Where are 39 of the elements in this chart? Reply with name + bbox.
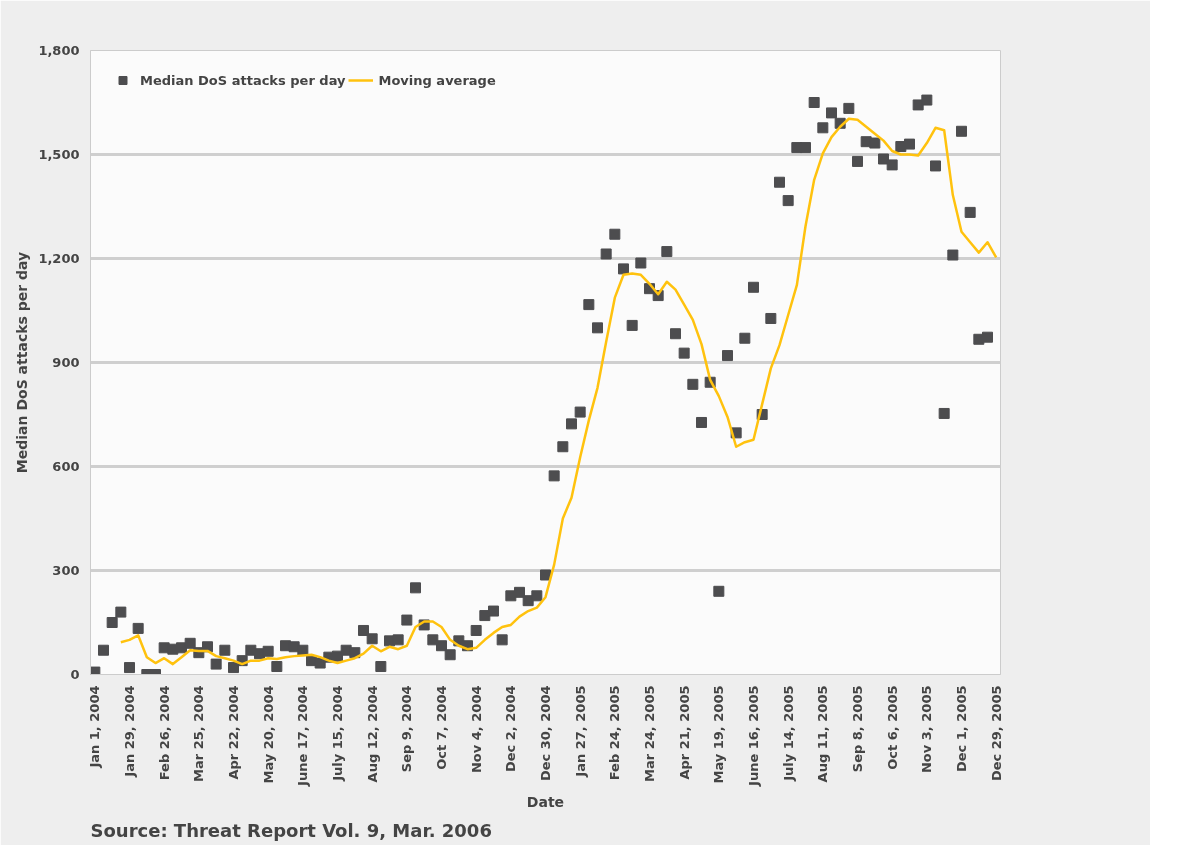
x-tick-label: Oct 6, 2005 bbox=[884, 685, 900, 770]
x-tick-label: July 14, 2005 bbox=[780, 685, 796, 782]
y-tick-label: 900 bbox=[52, 355, 80, 370]
source-note: Source: Threat Report Vol. 9, Mar. 2006 bbox=[90, 819, 492, 841]
y-tick-label: 0 bbox=[70, 667, 80, 682]
x-tick-label: Mar 25, 2004 bbox=[191, 685, 207, 782]
y-tick-label: 1,200 bbox=[38, 251, 80, 266]
x-tick-label: May 19, 2005 bbox=[711, 685, 727, 784]
x-tick-label: July 15, 2004 bbox=[330, 685, 345, 782]
x-tick-label: Feb 26, 2004 bbox=[156, 685, 172, 781]
legend-label: Median DoS attacks per day bbox=[140, 72, 346, 88]
x-tick-label: Nov 4, 2004 bbox=[468, 685, 484, 773]
y-axis-title: Median DoS attacks per day bbox=[14, 251, 31, 474]
x-tick-label: Sep 9, 2004 bbox=[399, 685, 415, 773]
x-tick-label: Oct 7, 2004 bbox=[434, 685, 449, 770]
x-tick-label: Dec 1, 2005 bbox=[954, 685, 969, 773]
x-tick-label: Dec 30, 2004 bbox=[538, 685, 553, 782]
x-tick-label: Jan 1, 2004 bbox=[87, 685, 103, 769]
x-tick-label: Feb 24, 2005 bbox=[607, 685, 623, 781]
x-tick-label: Aug 11, 2005 bbox=[815, 685, 831, 783]
x-tick-label: Sep 8, 2005 bbox=[850, 685, 865, 773]
x-tick-label: May 20, 2004 bbox=[260, 685, 276, 784]
x-tick-label: Aug 12, 2004 bbox=[364, 685, 380, 783]
x-tick-label: Nov 3, 2005 bbox=[919, 685, 935, 773]
y-tick-label: 1,500 bbox=[38, 147, 80, 162]
legend-label: Moving average bbox=[378, 72, 496, 88]
x-tick-label: Apr 21, 2005 bbox=[676, 685, 692, 780]
y-tick-label: 300 bbox=[52, 563, 80, 578]
x-axis-title: Date bbox=[526, 793, 565, 810]
x-tick-label: June 17, 2004 bbox=[295, 685, 311, 787]
x-tick-label: Dec 2, 2004 bbox=[503, 685, 519, 773]
x-tick-label: Apr 22, 2004 bbox=[226, 685, 241, 780]
y-tick-label: 600 bbox=[52, 459, 80, 474]
y-tick-label: 1,800 bbox=[38, 43, 80, 58]
x-tick-label: Mar 24, 2005 bbox=[642, 685, 657, 782]
x-tick-label: June 16, 2005 bbox=[746, 685, 761, 787]
x-tick-label: Dec 29, 2005 bbox=[988, 685, 1004, 782]
x-tick-label: Jan 29, 2004 bbox=[122, 685, 137, 778]
x-tick-label: Jan 27, 2005 bbox=[572, 685, 588, 778]
